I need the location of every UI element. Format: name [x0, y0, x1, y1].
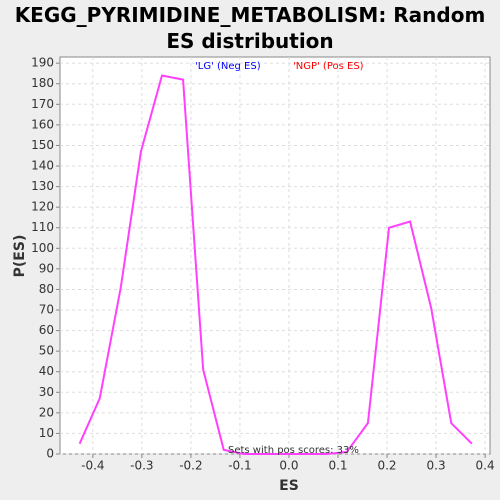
y-tick-label: 190	[31, 56, 54, 70]
x-tick-label: 0.4	[476, 459, 495, 473]
y-tick-label: 20	[39, 405, 54, 419]
y-tick-label: 150	[31, 138, 54, 152]
y-tick-label: 60	[39, 323, 54, 337]
y-tick-label: 170	[31, 97, 54, 111]
y-tick-label: 160	[31, 117, 54, 131]
y-tick-label: 120	[31, 200, 54, 214]
y-tick-label: 140	[31, 159, 54, 173]
y-tick-label: 90	[39, 261, 54, 275]
x-tick-label: 0.0	[279, 459, 298, 473]
y-axis-label: P(ES)	[12, 235, 28, 278]
x-tick-label: -0.1	[228, 459, 251, 473]
x-tick-label: 0.2	[377, 459, 396, 473]
x-axis-label: ES	[279, 478, 299, 494]
chart-title: KEGG_PYRIMIDINE_METABOLISM: Random ES di…	[14, 3, 486, 53]
y-tick-label: 130	[31, 179, 54, 193]
data-line	[78, 74, 473, 455]
annotation: 'LG' (Neg ES)	[195, 61, 261, 72]
plot-area	[59, 56, 491, 455]
x-tick-label: 0.3	[427, 459, 446, 473]
y-tick-label: 0	[46, 447, 54, 461]
y-tick-label: 110	[31, 220, 54, 234]
y-tick-label: 10	[39, 426, 54, 440]
x-tick-label: 0.1	[328, 459, 347, 473]
y-tick-label: 40	[39, 364, 54, 378]
y-tick-label: 70	[39, 303, 54, 317]
y-tick-label: 30	[39, 385, 54, 399]
annotation: 'NGP' (Pos ES)	[293, 61, 364, 72]
y-tick-label: 80	[39, 282, 54, 296]
annotation: Sets with pos scores: 33%	[228, 445, 359, 456]
y-tick-label: 50	[39, 344, 54, 358]
y-tick-label: 100	[31, 241, 54, 255]
y-tick-label: 180	[31, 76, 54, 90]
x-tick-label: -0.3	[130, 459, 153, 473]
x-tick-label: -0.2	[179, 459, 202, 473]
x-tick-label: -0.4	[81, 459, 104, 473]
